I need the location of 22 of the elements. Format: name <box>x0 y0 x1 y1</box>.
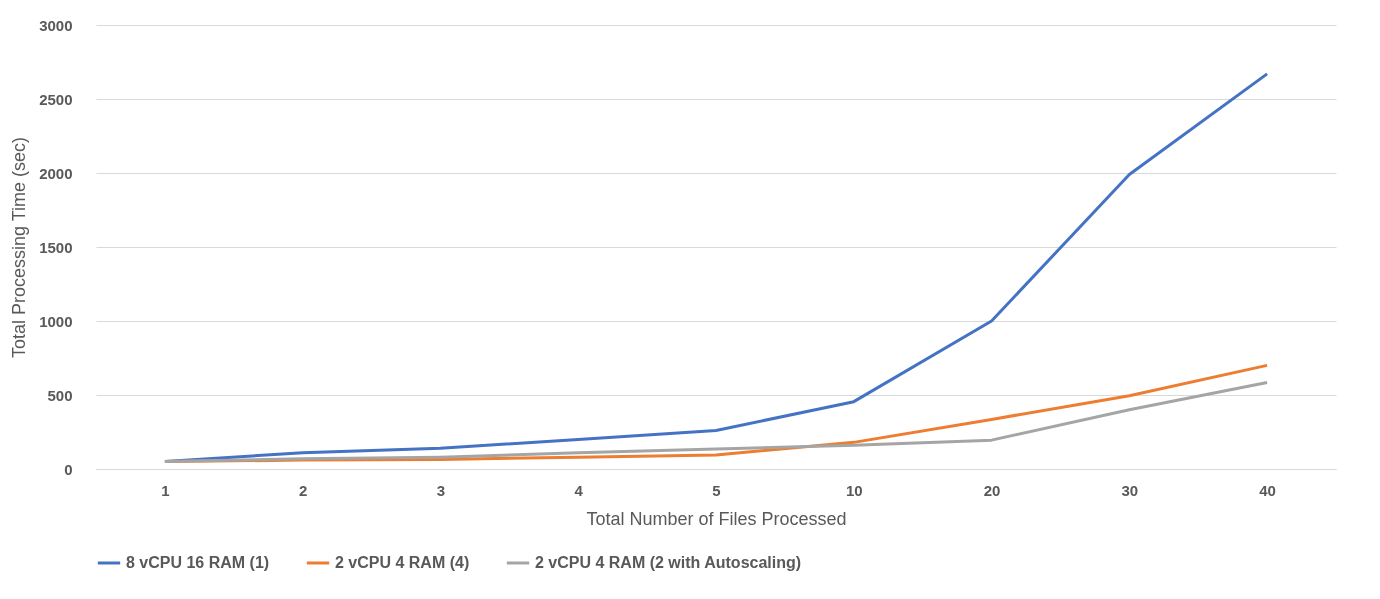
y-axis-title: Total Processing Time (sec) <box>9 136 30 359</box>
x-tick-label: 3 <box>436 481 446 499</box>
line-series <box>163 380 1269 464</box>
x-tick-label: 1 <box>161 481 170 499</box>
x-tick-label: 20 <box>983 481 1001 499</box>
y-tick-label: 1000 <box>39 312 73 330</box>
x-tick-label: 40 <box>1259 481 1276 499</box>
x-tick-label: 30 <box>1121 481 1139 499</box>
x-tick-label: 5 <box>712 481 721 499</box>
x-axis-title: Total Number of Files Processed <box>586 508 847 529</box>
legend-label: 2 vCPU 4 RAM (4) <box>335 554 470 571</box>
y-tick-label: 0 <box>64 460 73 478</box>
y-tick-label: 1500 <box>39 238 73 256</box>
legend-label: 8 vCPU 16 RAM (1) <box>126 554 270 571</box>
y-tick-label: 2500 <box>39 90 73 108</box>
x-tick-label: 10 <box>845 481 863 499</box>
y-tick-label: 500 <box>47 386 73 404</box>
x-tick-label: 4 <box>574 481 584 499</box>
y-tick-label: 3000 <box>39 16 73 34</box>
y-tick-label: 2000 <box>39 164 73 182</box>
x-tick-label: 2 <box>298 481 308 499</box>
legend-label: 2 vCPU 4 RAM (2 with Autoscaling) <box>535 554 802 571</box>
